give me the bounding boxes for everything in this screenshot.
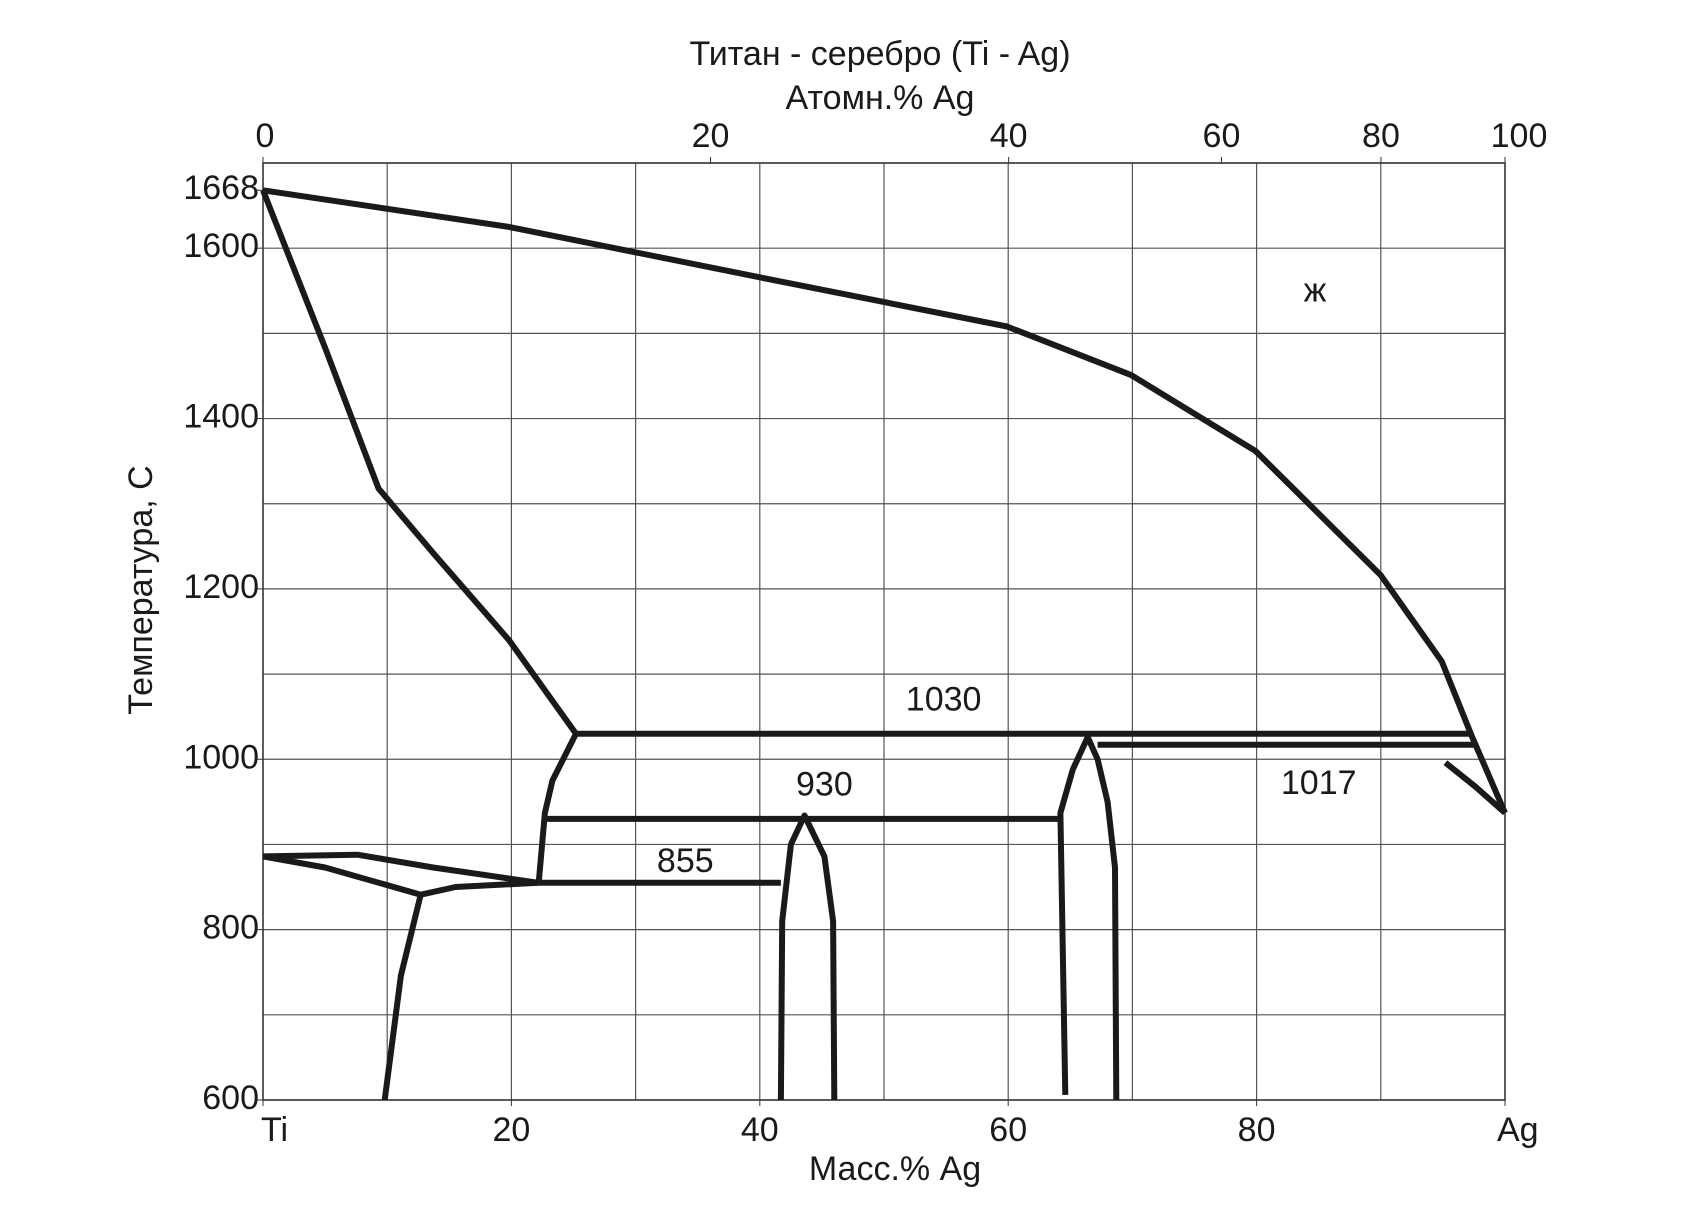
annotation: ж <box>1304 271 1327 309</box>
phase-boundary <box>777 812 838 1101</box>
y-tick-label: 1668 <box>183 169 259 207</box>
plot-frame <box>262 162 1506 1101</box>
x-tick-label: 60 <box>989 1111 1027 1149</box>
y-axis-label: Температура, С <box>122 465 160 714</box>
phase-boundary <box>260 189 579 736</box>
chart-title: Титан - серебро (Ti - Ag) <box>689 35 1070 73</box>
x-tick-label: Ag <box>1497 1111 1539 1149</box>
annotation: 1030 <box>906 680 982 718</box>
y-tick-label: 1600 <box>183 227 259 265</box>
y-tick-label: 1200 <box>183 568 259 606</box>
annotation: 930 <box>796 766 853 804</box>
x-axis-label: Масс.% Ag <box>809 1150 981 1188</box>
x-tick-label: 80 <box>1238 1111 1276 1149</box>
top-tick-label: 60 <box>1203 117 1241 155</box>
phase-boundary <box>262 851 540 886</box>
annotation: 1017 <box>1281 764 1357 802</box>
annotation: 855 <box>657 842 714 880</box>
phase-boundary <box>1057 734 1120 1101</box>
x-tick-label: Ti <box>261 1111 288 1149</box>
top-tick-label: 80 <box>1362 117 1400 155</box>
top-tick-label: 100 <box>1491 117 1548 155</box>
top-axis-label: Атомн.% Ag <box>786 79 975 117</box>
top-tick-label: 20 <box>692 117 730 155</box>
y-tick-label: 800 <box>202 909 259 947</box>
phase-boundary <box>535 732 579 884</box>
phase-boundary <box>381 893 424 1101</box>
y-tick-label: 1000 <box>183 738 259 776</box>
phase-boundary <box>262 187 1508 815</box>
x-tick-label: 40 <box>741 1111 779 1149</box>
top-tick-label: 40 <box>990 117 1028 155</box>
top-tick-label: 0 <box>256 117 275 155</box>
x-tick-label: 20 <box>492 1111 530 1149</box>
y-tick-label: 1400 <box>183 398 259 436</box>
y-tick-label: 600 <box>202 1079 259 1117</box>
phase-boundary <box>1443 760 1507 816</box>
